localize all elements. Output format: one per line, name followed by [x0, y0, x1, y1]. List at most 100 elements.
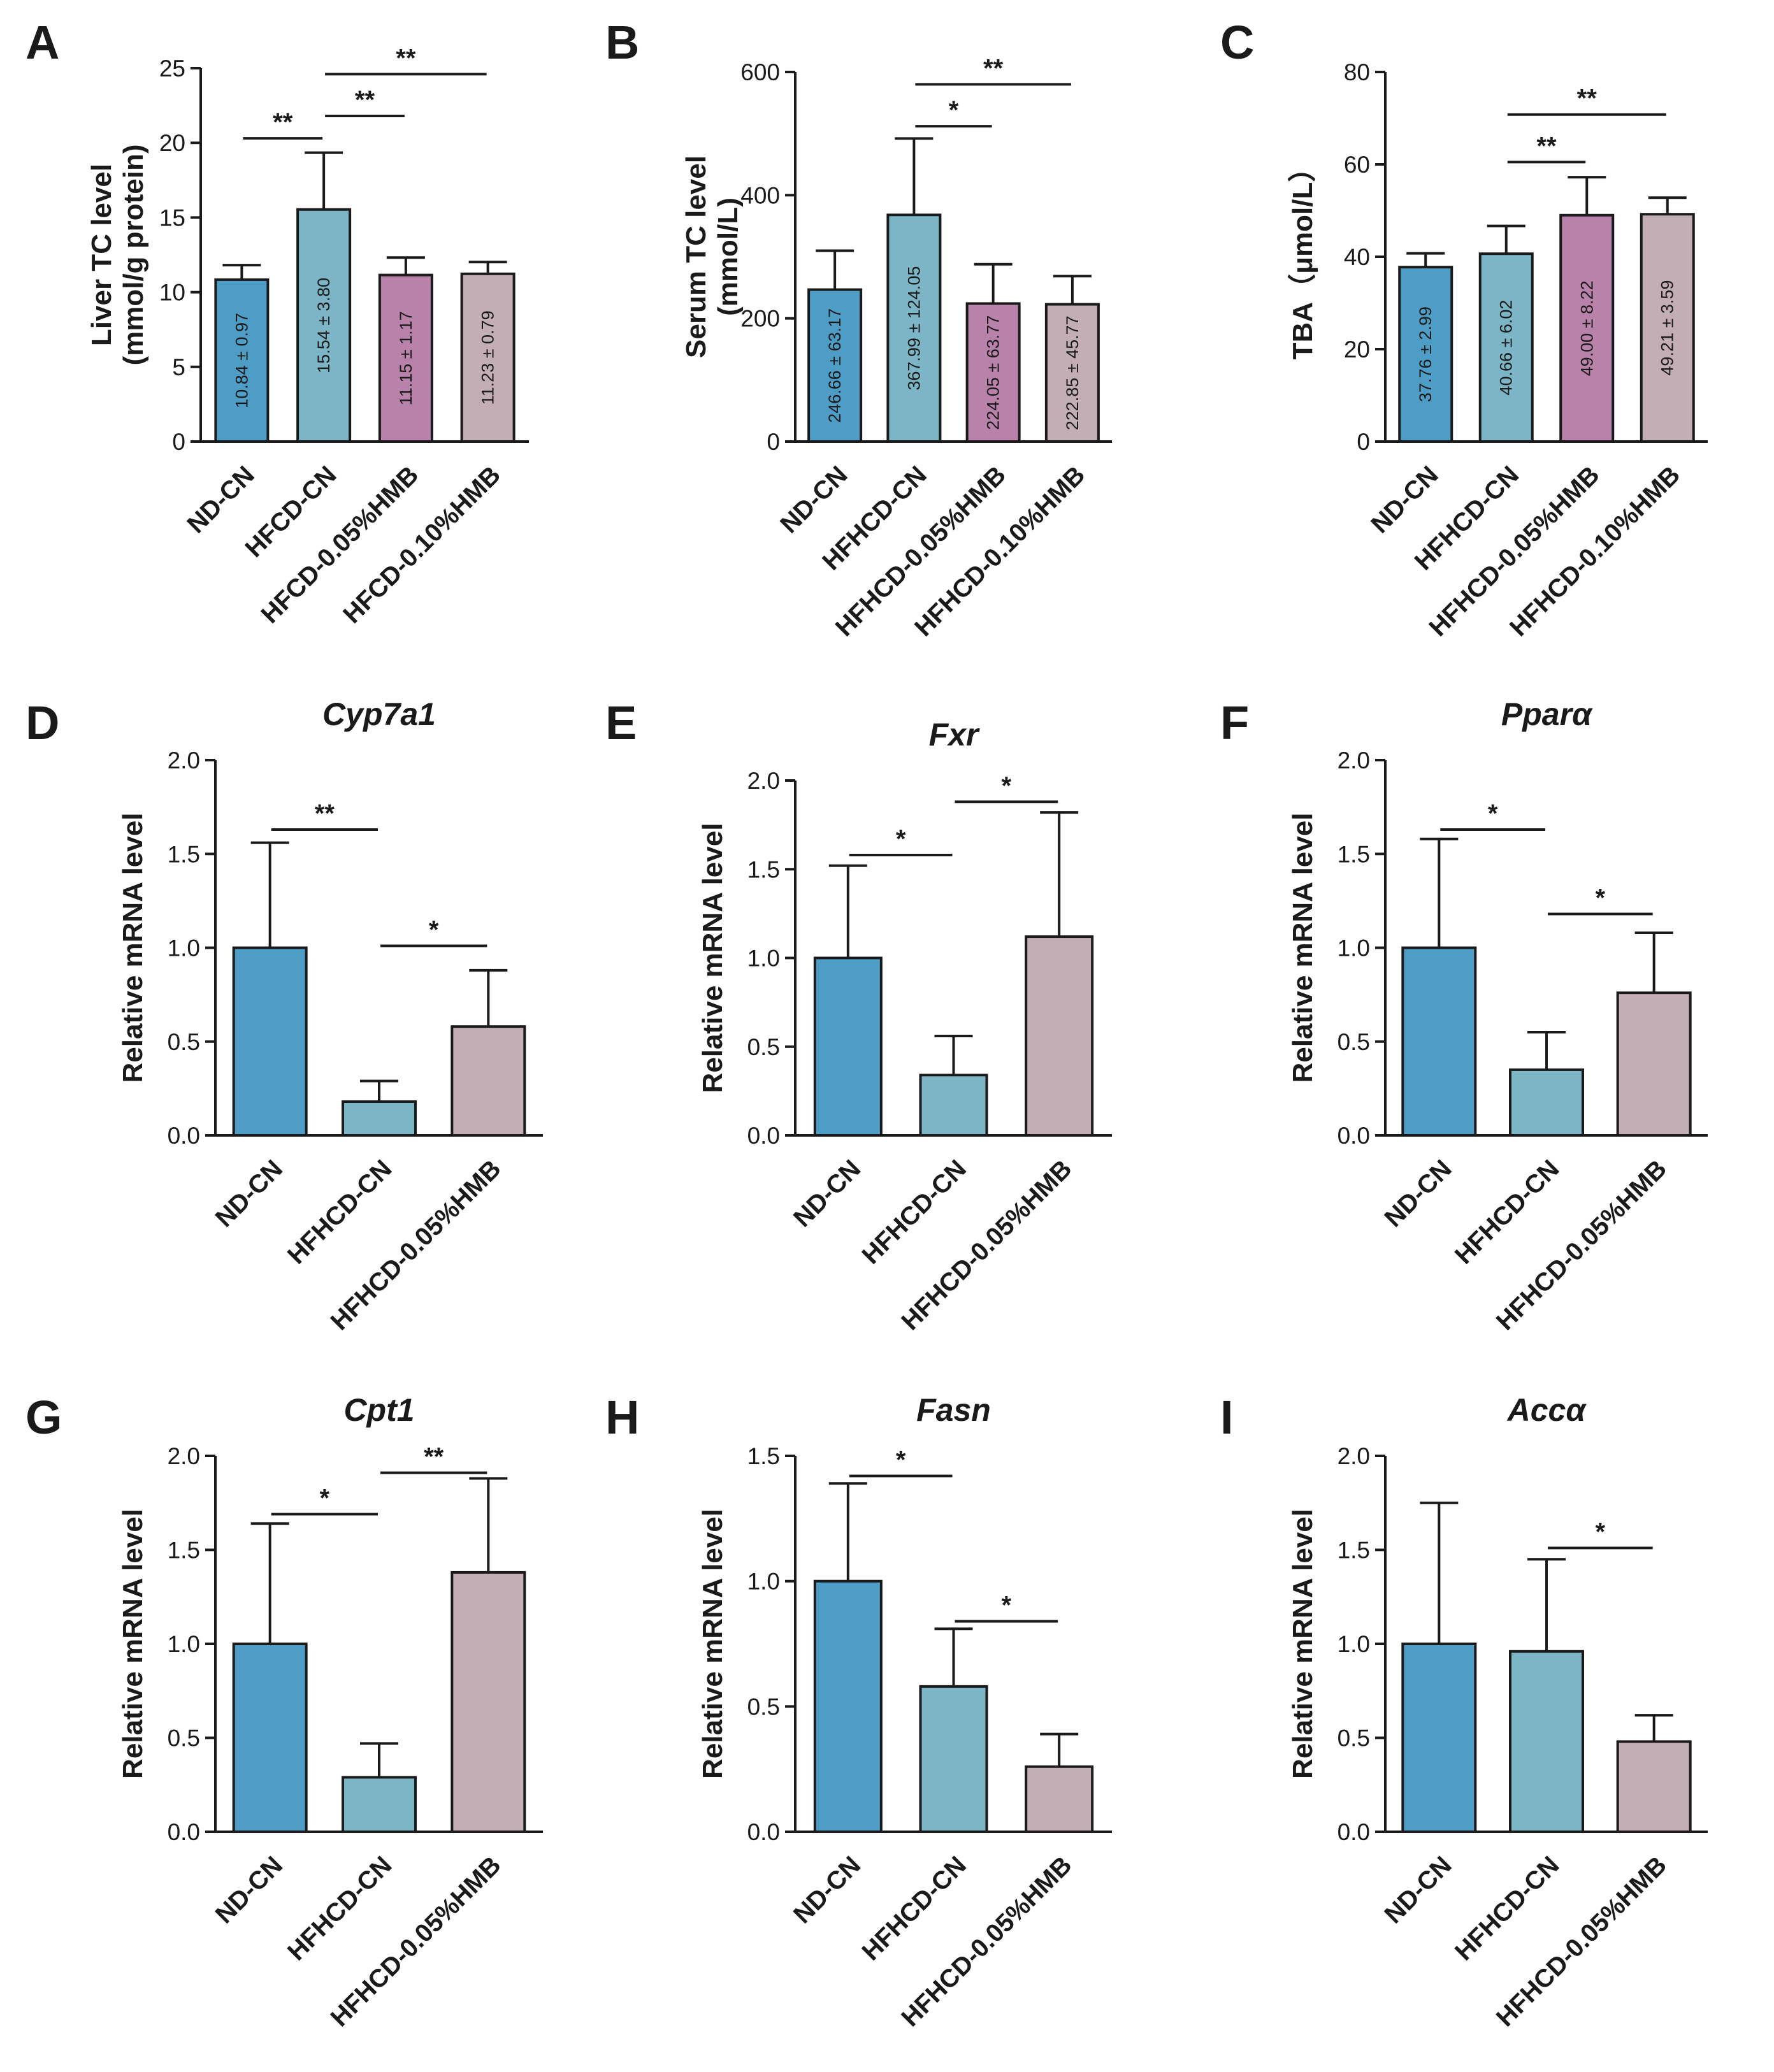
bar — [1044, 303, 1100, 443]
category-label: HFHCD-CN — [282, 1155, 397, 1269]
y-tick-label: 0 — [767, 429, 780, 455]
panel-title: Cyp7a1 — [322, 696, 436, 732]
bar — [919, 1685, 988, 1834]
category-label: HFHCD-0.05%HMB — [896, 1851, 1077, 2032]
panel-letter: D — [25, 696, 59, 749]
category-label: HFHCD-CN — [1450, 1155, 1564, 1269]
y-tick-label: 60 — [1344, 152, 1370, 178]
y-tick-label: 40 — [1344, 244, 1370, 270]
y-tick-label: 2.0 — [168, 747, 200, 773]
panel-letter: H — [605, 1391, 639, 1444]
bar — [1398, 266, 1453, 443]
bar — [813, 956, 883, 1137]
y-tick-label: 1.5 — [168, 841, 200, 867]
significance-label: ** — [1577, 85, 1597, 113]
bar — [1509, 1650, 1584, 1834]
significance-label: * — [429, 916, 439, 944]
bar — [232, 1643, 308, 1833]
significance-label: ** — [273, 108, 293, 136]
significance-label: ** — [983, 54, 1004, 82]
category-label: ND-CN — [1366, 461, 1443, 538]
bar — [919, 1074, 988, 1137]
bar-value-label: 10.84 ± 0.97 — [232, 313, 251, 408]
category-label: HFCD-0.05%HMB — [256, 461, 424, 629]
category-label: HFHCD-CN — [282, 1851, 397, 1966]
category-label: HFHCD-CN — [856, 1851, 971, 1966]
y-tick-label: 2.0 — [747, 768, 780, 794]
y-tick-label: 20 — [1344, 336, 1370, 363]
panel-title: Cpt1 — [343, 1392, 414, 1428]
category-label: ND-CN — [210, 1155, 288, 1232]
y-axis-label: Liver TC level — [86, 164, 117, 346]
y-tick-label: 80 — [1344, 59, 1370, 85]
bar — [342, 1100, 417, 1137]
category-label: ND-CN — [788, 1155, 866, 1232]
y-tick-label: 1.0 — [747, 1569, 780, 1595]
bar — [1025, 1765, 1094, 1834]
panel-title: Accα — [1506, 1392, 1587, 1428]
panel-letter: G — [25, 1391, 62, 1444]
category-label: HFHCD-CN — [856, 1155, 971, 1269]
y-tick-label: 0.0 — [168, 1819, 200, 1845]
y-tick-label: 0.5 — [1338, 1725, 1370, 1752]
bar — [214, 278, 270, 443]
y-tick-label: 2.0 — [168, 1443, 200, 1469]
y-tick-label: 1.0 — [1338, 935, 1370, 961]
y-tick-label: 10 — [159, 280, 185, 306]
significance-label: * — [1002, 772, 1012, 800]
y-axis-label: Relative mRNA level — [1287, 1509, 1318, 1779]
significance-label: * — [1002, 1592, 1012, 1620]
panel-g: G Cpt1 0.0 0.5 1.0 1.5 2.0 Relative mRNA level N… — [25, 1391, 543, 2032]
y-axis-label: Serum TC level — [681, 155, 712, 358]
category-label: ND-CN — [1379, 1851, 1457, 1929]
bar-value-label: 15.54 ± 3.80 — [314, 278, 333, 373]
significance-label: * — [320, 1484, 330, 1512]
bar — [1616, 1740, 1692, 1833]
bar-value-label: 49.00 ± 8.22 — [1577, 280, 1596, 376]
category-label: ND-CN — [775, 461, 853, 538]
panel-i: I Accα 0.0 0.5 1.0 1.5 2.0 Relative mRNA level N… — [1220, 1391, 1708, 2032]
y-tick-label: 0.5 — [1338, 1029, 1370, 1055]
category-label: ND-CN — [210, 1851, 288, 1929]
panel-title: Fasn — [916, 1392, 991, 1428]
panel-c: C 0 20 40 60 80 TBA（μmol/L） 37.76 ± 2.99 ND-CN 40… — [1220, 16, 1708, 642]
y-tick-label: 25 — [159, 55, 185, 82]
category-label: HFHCD-CN — [1450, 1851, 1564, 1966]
panel-letter: F — [1220, 696, 1249, 749]
panel-letter: I — [1220, 1391, 1234, 1444]
y-axis-label: Relative mRNA level — [697, 1509, 728, 1779]
y-tick-label: 15 — [159, 205, 185, 231]
category-label: ND-CN — [182, 461, 259, 538]
bar — [886, 213, 942, 443]
bar — [1616, 991, 1692, 1137]
y-axis-label: Relative mRNA level — [117, 1509, 148, 1779]
bar — [1025, 935, 1094, 1137]
panel-b: B 0 200 400 600 Serum TC level (mmol/L) 246.66 … — [605, 16, 1112, 642]
bar-value-label: 11.23 ± 0.79 — [479, 310, 498, 405]
bar-value-label: 222.85 ± 45.77 — [1063, 315, 1082, 430]
y-axis-label-unit: (mmol/L) — [712, 198, 744, 316]
y-tick-label: 2.0 — [1338, 1443, 1370, 1469]
significance-label: * — [896, 825, 906, 853]
y-tick-label: 0.5 — [747, 1034, 780, 1060]
y-tick-label: 5 — [172, 354, 185, 380]
panel-h: H Fasn 0.0 0.5 1.0 1.5 Relative mRNA level ND-C… — [605, 1391, 1112, 2032]
significance-label: ** — [355, 86, 375, 114]
y-tick-label: 0.5 — [168, 1029, 200, 1055]
y-axis-label: Relative mRNA level — [697, 823, 728, 1093]
y-tick-label: 1.5 — [168, 1537, 200, 1564]
bar-value-label: 224.05 ± 63.77 — [984, 315, 1003, 430]
y-axis-label: TBA（μmol/L） — [1287, 154, 1318, 360]
significance-label: * — [896, 1446, 906, 1474]
bar-value-label: 246.66 ± 63.17 — [825, 308, 844, 423]
y-tick-label: 1.0 — [747, 946, 780, 972]
significance-label: ** — [1536, 132, 1557, 160]
bar-value-label: 49.21 ± 3.59 — [1658, 280, 1677, 376]
y-tick-label: 0.5 — [168, 1725, 200, 1752]
significance-label: ** — [315, 800, 335, 828]
panel-letter: A — [25, 16, 59, 69]
y-tick-label: 2.0 — [1338, 747, 1370, 773]
bar — [1401, 1643, 1477, 1833]
bar — [1478, 252, 1534, 443]
